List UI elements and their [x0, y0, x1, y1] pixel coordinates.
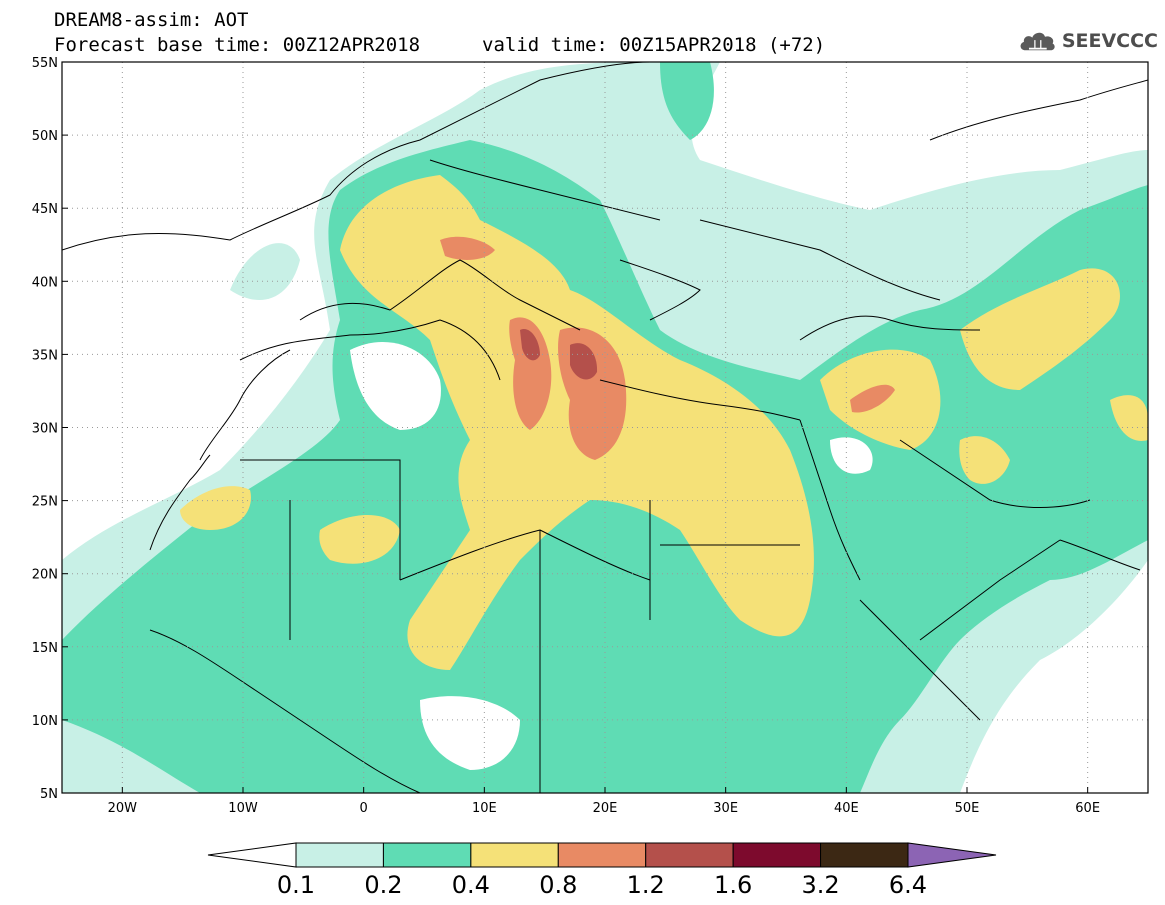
colorbar-lower-extend [207, 842, 297, 868]
lon-tick-label: 10E [472, 801, 497, 816]
colorbar-label: 3.2 [801, 871, 839, 899]
colorbar-box [557, 842, 647, 868]
lon-tick-label: 60E [1075, 801, 1100, 816]
colorbar-label: 0.4 [452, 871, 490, 899]
colorbar-label: 0.2 [364, 871, 402, 899]
colorbar-label: 1.6 [714, 871, 752, 899]
lat-tick-label: 10N [32, 714, 58, 729]
lat-tick-label: 45N [32, 202, 58, 217]
colorbar-label: 6.4 [889, 871, 927, 899]
lon-tick-label: 50E [955, 801, 980, 816]
aot-clear-areas [350, 341, 873, 770]
lat-tick-label: 35N [32, 348, 58, 363]
lon-tick-label: 20W [108, 801, 138, 816]
logo-text: SEEVCCC [1061, 30, 1158, 52]
lat-tick-label: 20N [32, 568, 58, 583]
colorbar-box [382, 842, 472, 868]
lat-tick-label: 15N [32, 641, 58, 656]
colorbar-label: 0.1 [277, 871, 315, 899]
lon-tick-label: 20E [593, 801, 618, 816]
colorbar-label: 0.8 [539, 871, 577, 899]
forecast-base-time: Forecast base time: 00Z12APR2018 [54, 34, 421, 56]
valid-time: valid time: 00Z15APR2018 (+72) [482, 34, 826, 56]
lon-tick-label: 30E [713, 801, 738, 816]
colorbar: 0.1 0.2 0.4 0.8 1.2 1.6 3.2 6.4 [207, 842, 997, 899]
colorbar-box [820, 842, 909, 868]
lon-tick-label: 10W [228, 801, 258, 816]
logo: SEEVCCC [1018, 24, 1158, 58]
colorbar-box [470, 842, 559, 868]
aot-band-1.2-1.6 [520, 329, 598, 380]
coastlines-and-borders [62, 62, 1148, 793]
axis-ticks: 20W 10W 0 10E 20E 30E 40E 50E 60E 5N 10N 15N 20N 25N 3… [32, 56, 1100, 816]
lat-tick-label: 40N [32, 275, 58, 290]
colorbar-box [295, 842, 384, 868]
cloud-icon [1020, 32, 1055, 51]
colorbar-label: 1.2 [627, 871, 665, 899]
colorbar-upper-extend [907, 842, 997, 868]
lon-tick-label: 40E [834, 801, 859, 816]
colorbar-box [732, 842, 822, 868]
lon-tick-label: 0 [360, 801, 368, 816]
lat-tick-label: 50N [32, 129, 58, 144]
lat-tick-label: 5N [40, 787, 58, 802]
lat-tick-label: 30N [32, 422, 58, 437]
colorbar-box [645, 842, 734, 868]
lat-tick-label: 25N [32, 495, 58, 510]
map-title: DREAM8-assim: AOT [54, 9, 249, 31]
map-plot-area: 20W 10W 0 10E 20E 30E 40E 50E 60E 5N 10N 15N 20N 25N 3… [32, 56, 1149, 816]
lat-tick-label: 55N [32, 56, 58, 71]
